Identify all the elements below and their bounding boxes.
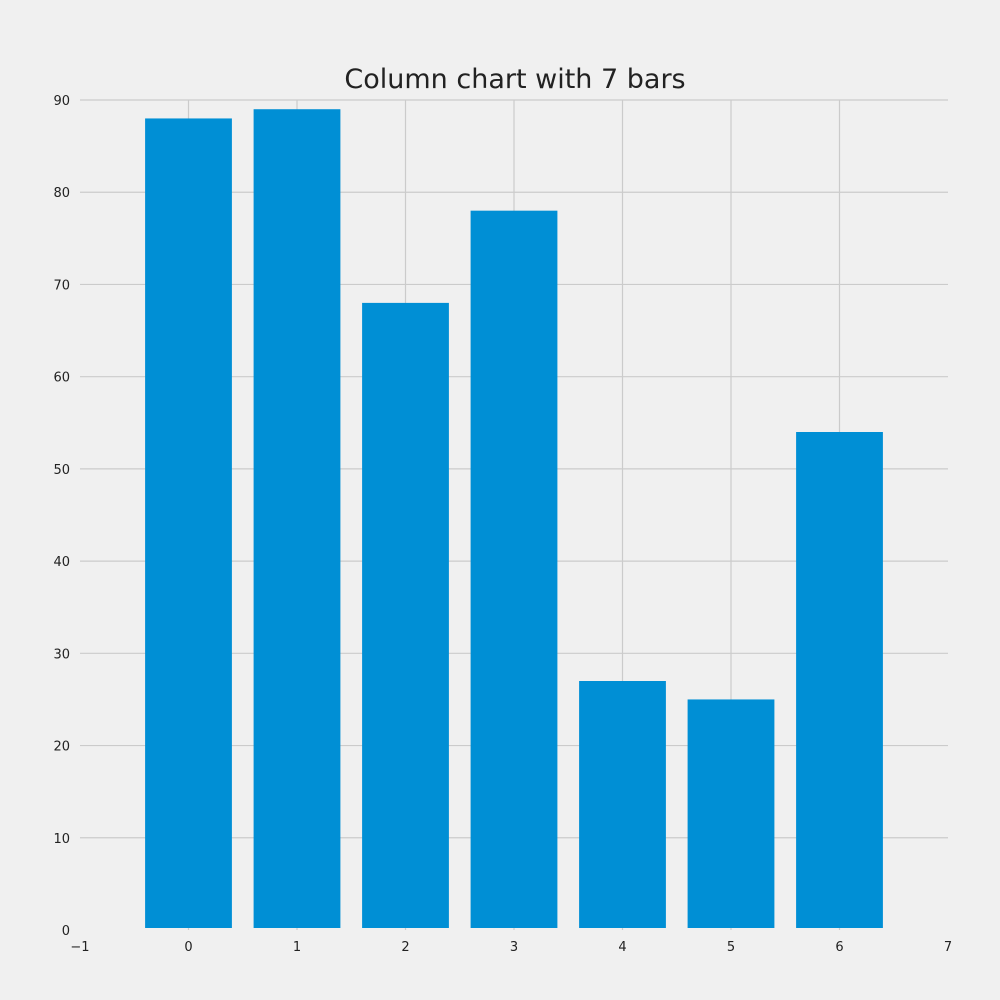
x-tick-label: 6 xyxy=(835,940,843,955)
bar-0 xyxy=(145,118,232,928)
x-tick-label: 4 xyxy=(618,940,626,955)
bars-layer xyxy=(145,109,883,928)
x-tick-label: 7 xyxy=(944,940,952,955)
x-tick-label: 1 xyxy=(293,940,301,955)
x-tick-label: −1 xyxy=(70,940,89,955)
chart-title: Column chart with 7 bars xyxy=(344,64,686,95)
x-tick-label: 5 xyxy=(727,940,735,955)
y-tick-label: 40 xyxy=(53,555,70,570)
y-tick-label: 20 xyxy=(53,740,70,755)
y-tick-label: 50 xyxy=(53,463,70,478)
bar-6 xyxy=(796,432,883,928)
x-tick-label: 3 xyxy=(510,940,518,955)
y-tick-label: 80 xyxy=(53,186,70,201)
bar-1 xyxy=(253,109,341,928)
bar-3 xyxy=(470,210,558,928)
y-axis-ticks: 0 10 20 30 40 50 60 70 80 90 xyxy=(53,94,70,939)
y-tick-label: 30 xyxy=(53,647,70,662)
bar-2 xyxy=(362,302,449,928)
bar-5 xyxy=(687,699,775,928)
y-tick-label: 0 xyxy=(62,924,70,939)
x-tick-label: 2 xyxy=(401,940,409,955)
x-axis-ticks: −1 0 1 2 3 4 5 6 7 xyxy=(70,940,952,955)
y-tick-label: 70 xyxy=(53,278,70,293)
y-tick-label: 60 xyxy=(53,371,70,386)
y-tick-label: 10 xyxy=(53,832,70,847)
y-tick-label: 90 xyxy=(53,94,70,109)
bar-4 xyxy=(579,681,666,928)
x-tick-label: 0 xyxy=(184,940,192,955)
